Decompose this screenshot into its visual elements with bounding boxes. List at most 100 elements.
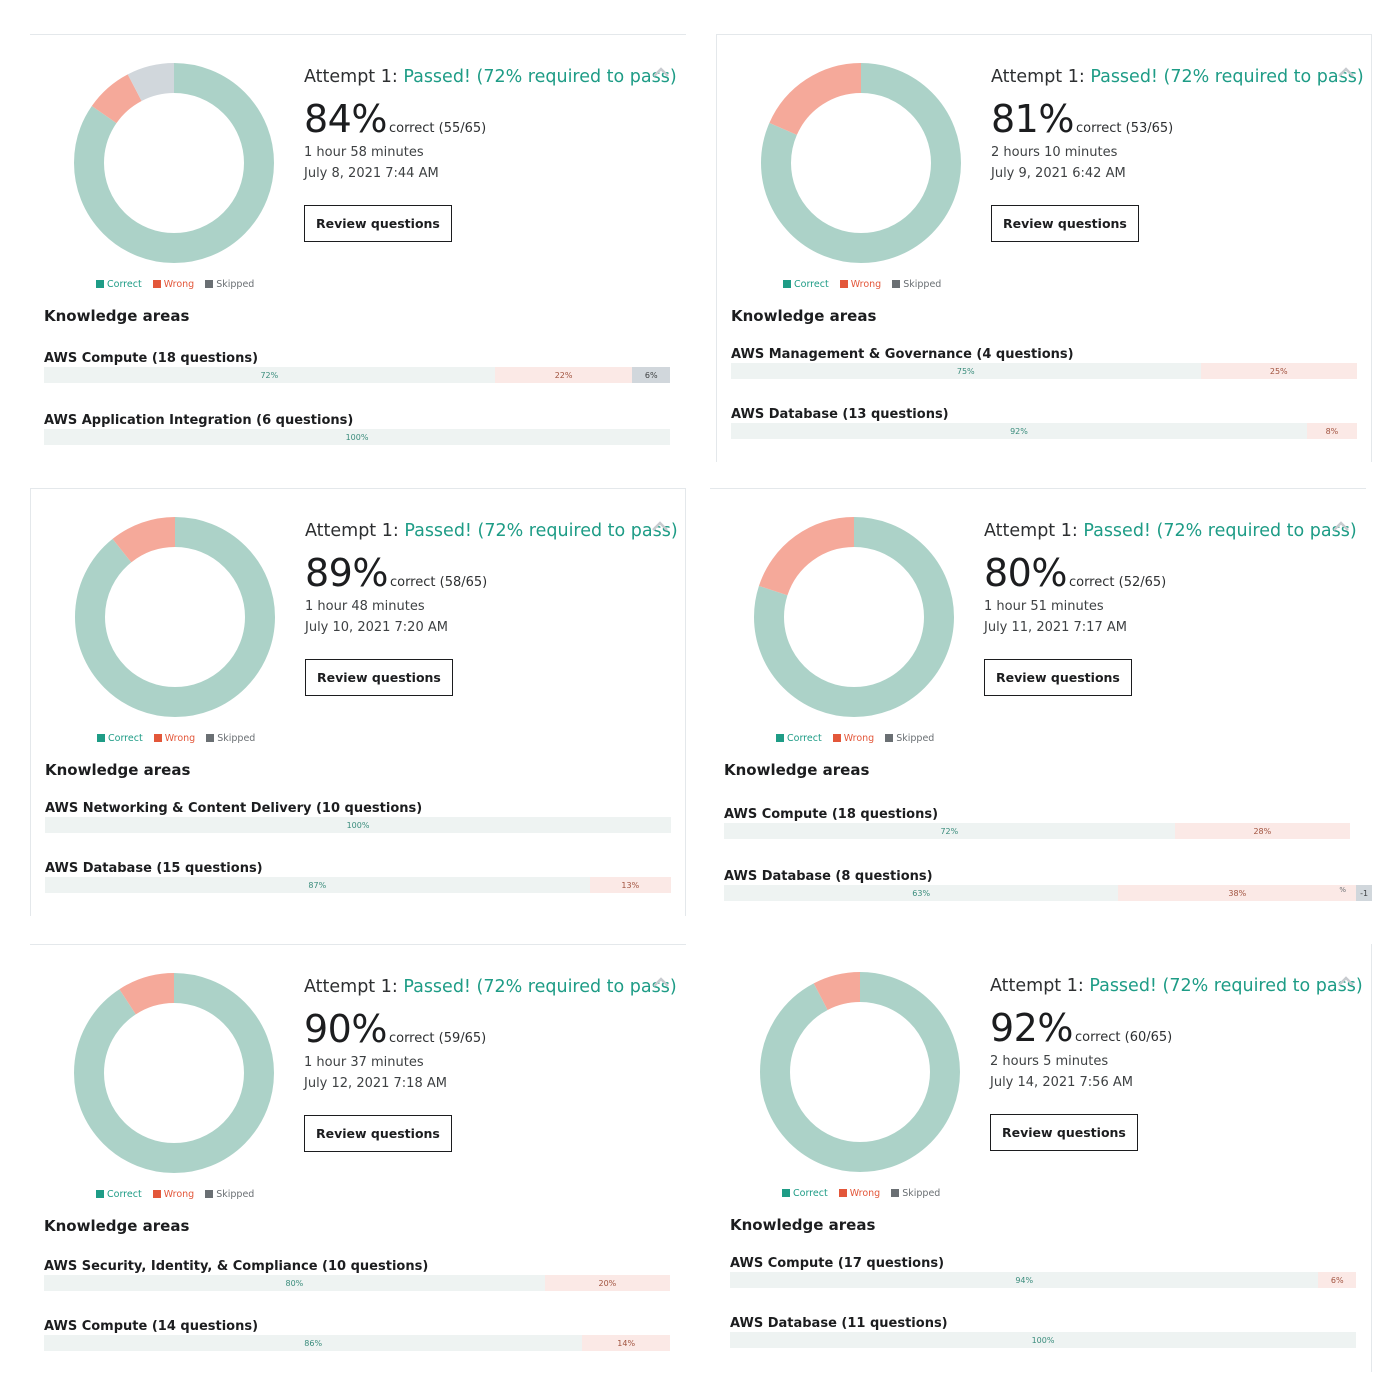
attempt-heading: Attempt 1: Passed! (72% required to pass… bbox=[991, 67, 1364, 87]
attempt-panel: Correct Wrong Skipped Attempt 1: Passed! (7… bbox=[716, 34, 1372, 462]
bar-segment-wrong: 25% bbox=[1200, 363, 1357, 379]
attempt-label: Attempt 1: bbox=[991, 67, 1091, 87]
knowledge-area-bar: 100% bbox=[730, 1332, 1356, 1348]
attempt-label: Attempt 1: bbox=[305, 521, 405, 541]
legend-label-skipped: Skipped bbox=[217, 733, 256, 744]
review-questions-button[interactable]: Review questions bbox=[990, 1114, 1138, 1151]
bar-segment-correct: 100% bbox=[45, 817, 671, 833]
chevron-up-icon[interactable] bbox=[1337, 972, 1355, 986]
legend-item-skipped: Skipped bbox=[205, 279, 254, 290]
knowledge-areas-title: Knowledge areas bbox=[45, 761, 191, 779]
attempt-date: July 9, 2021 6:42 AM bbox=[991, 166, 1126, 181]
knowledge-area-title: AWS Application Integration (6 questions… bbox=[44, 413, 354, 428]
legend-label-wrong: Wrong bbox=[843, 733, 875, 744]
bar-segment-correct: 87% bbox=[45, 877, 590, 893]
knowledge-area-title: AWS Database (8 questions) bbox=[724, 869, 933, 884]
legend-label-skipped: Skipped bbox=[216, 279, 255, 290]
legend-item-correct: Correct bbox=[96, 1189, 142, 1200]
legend-label-correct: Correct bbox=[108, 733, 143, 744]
bar-segment-correct: 80% bbox=[44, 1275, 545, 1291]
legend-label-wrong: Wrong bbox=[849, 1188, 881, 1199]
review-questions-button[interactable]: Review questions bbox=[991, 205, 1139, 242]
legend-item-correct: Correct bbox=[782, 1188, 828, 1199]
attempt-panel: Correct Wrong Skipped Attempt 1: Passed! (7… bbox=[30, 944, 686, 1372]
knowledge-area-title: AWS Compute (18 questions) bbox=[724, 807, 939, 822]
review-questions-button[interactable]: Review questions bbox=[304, 1115, 452, 1152]
chevron-up-icon[interactable] bbox=[652, 63, 670, 77]
legend-item-skipped: Skipped bbox=[892, 279, 941, 290]
attempt-date: July 12, 2021 7:18 AM bbox=[304, 1076, 447, 1091]
review-questions-button[interactable]: Review questions bbox=[305, 659, 453, 696]
donut-slice-wrong bbox=[760, 972, 960, 1172]
legend-swatch-wrong bbox=[839, 280, 848, 288]
score-donut-chart bbox=[75, 517, 275, 717]
attempt-summary: Attempt 1: Passed! (72% required to pass… bbox=[991, 67, 1364, 242]
legend-swatch-wrong bbox=[838, 1189, 847, 1197]
attempt-panel: Correct Wrong Skipped Attempt 1: Passed! (7… bbox=[710, 488, 1372, 916]
bar-segment-wrong: 28% bbox=[1174, 823, 1350, 839]
legend-label-correct: Correct bbox=[787, 733, 822, 744]
legend-item-correct: Correct bbox=[776, 733, 822, 744]
legend-item-wrong: Wrong bbox=[152, 279, 194, 290]
legend-label-wrong: Wrong bbox=[163, 1189, 195, 1200]
legend-label-correct: Correct bbox=[794, 279, 829, 290]
attempt-label: Attempt 1: bbox=[990, 976, 1090, 996]
bar-segment-wrong: 6% bbox=[1318, 1272, 1356, 1288]
review-questions-button[interactable]: Review questions bbox=[304, 205, 452, 242]
chart-legend: Correct Wrong Skipped bbox=[96, 279, 265, 290]
knowledge-area-bar: 75% 25% bbox=[731, 363, 1357, 379]
knowledge-area-title: AWS Security, Identity, & Compliance (10… bbox=[44, 1259, 429, 1274]
knowledge-areas-title: Knowledge areas bbox=[730, 1216, 876, 1234]
attempt-heading: Attempt 1: Passed! (72% required to pass… bbox=[304, 67, 677, 87]
score-donut-chart bbox=[754, 517, 954, 717]
bar-segment-wrong: 22% bbox=[494, 367, 633, 383]
score-percent: 84% bbox=[304, 97, 387, 141]
bar-segment-correct: 72% bbox=[44, 367, 495, 383]
legend-swatch-correct bbox=[782, 1189, 790, 1197]
knowledge-area-bar: 72% 28% bbox=[724, 823, 1350, 839]
knowledge-area: AWS Security, Identity, & Compliance (10… bbox=[44, 1259, 670, 1291]
attempt-panel: Correct Wrong Skipped Attempt 1: Passed! (7… bbox=[30, 488, 686, 916]
knowledge-area: AWS Compute (18 questions) 72% 28% bbox=[724, 807, 1350, 839]
legend-label-correct: Correct bbox=[793, 1188, 828, 1199]
legend-label-wrong: Wrong bbox=[850, 279, 882, 290]
correct-count: correct (53/65) bbox=[1075, 121, 1174, 136]
legend-swatch-skipped bbox=[206, 734, 215, 742]
legend-item-skipped: Skipped bbox=[885, 733, 934, 744]
legend-swatch-correct bbox=[776, 734, 784, 742]
knowledge-areas-title: Knowledge areas bbox=[44, 1217, 190, 1235]
score-donut-chart bbox=[761, 63, 961, 263]
legend-item-skipped: Skipped bbox=[205, 1189, 254, 1200]
chart-legend: Correct Wrong Skipped bbox=[782, 1188, 951, 1199]
legend-swatch-wrong bbox=[832, 734, 841, 742]
chart-legend: Correct Wrong Skipped bbox=[783, 279, 952, 290]
chevron-up-icon[interactable] bbox=[1332, 517, 1350, 531]
attempt-heading: Attempt 1: Passed! (72% required to pass… bbox=[990, 976, 1363, 996]
bar-segment-wrong: 38% bbox=[1118, 885, 1357, 901]
bar-segment-wrong: 13% bbox=[589, 877, 671, 893]
legend-item-correct: Correct bbox=[783, 279, 829, 290]
legend-swatch-skipped bbox=[892, 280, 901, 288]
legend-item-wrong: Wrong bbox=[838, 1188, 881, 1199]
attempt-label: Attempt 1: bbox=[304, 977, 404, 997]
attempt-date: July 8, 2021 7:44 AM bbox=[304, 166, 439, 181]
chart-legend: Correct Wrong Skipped bbox=[96, 1189, 265, 1200]
chevron-up-icon[interactable] bbox=[652, 973, 670, 987]
score-line: 89% correct (58/65) bbox=[305, 551, 645, 595]
legend-swatch-wrong bbox=[153, 734, 162, 742]
review-questions-button[interactable]: Review questions bbox=[984, 659, 1132, 696]
chevron-up-icon[interactable] bbox=[651, 517, 669, 531]
attempt-duration: 1 hour 51 minutes bbox=[984, 599, 1104, 614]
legend-swatch-skipped bbox=[205, 280, 214, 288]
legend-item-skipped: Skipped bbox=[891, 1188, 940, 1199]
chevron-up-icon[interactable] bbox=[1337, 63, 1355, 77]
attempt-duration: 1 hour 37 minutes bbox=[304, 1055, 424, 1070]
legend-label-skipped: Skipped bbox=[902, 1188, 941, 1199]
attempt-label: Attempt 1: bbox=[304, 67, 404, 87]
passed-status: Passed! (72% required to pass) bbox=[1083, 521, 1357, 541]
knowledge-area-title: AWS Compute (14 questions) bbox=[44, 1319, 259, 1334]
knowledge-area-bar: 94% 6% bbox=[730, 1272, 1356, 1288]
score-line: 90% correct (59/65) bbox=[304, 1007, 644, 1051]
attempt-duration: 2 hours 10 minutes bbox=[991, 145, 1118, 160]
correct-count: correct (59/65) bbox=[388, 1031, 487, 1046]
